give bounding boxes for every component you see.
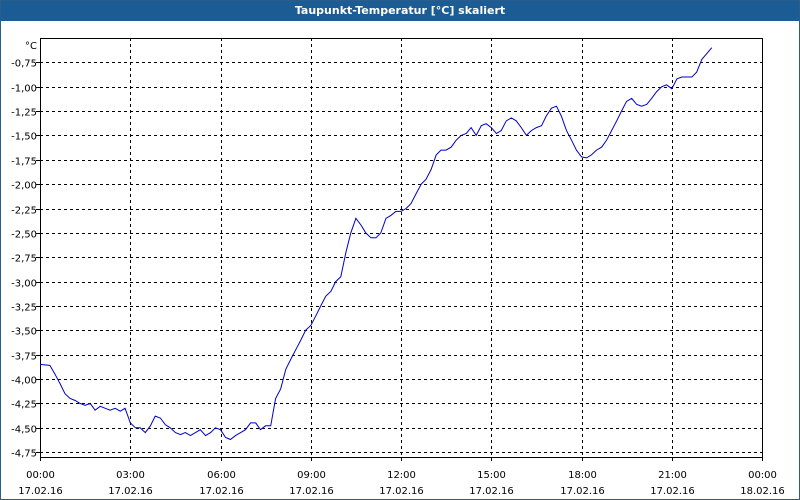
x-tick-time: 03:00	[116, 470, 145, 481]
y-tick-label: -0,75	[11, 59, 37, 70]
y-tick-label: -2,50	[11, 230, 37, 241]
x-tick-time: 12:00	[387, 470, 416, 481]
x-tick-time: 06:00	[207, 470, 236, 481]
x-tick-date: 17.02.16	[469, 486, 514, 497]
series-line	[39, 47, 713, 441]
y-tick-label: -4,25	[11, 400, 37, 411]
x-tick-date: 17.02.16	[289, 486, 334, 497]
x-tick-time: 15:00	[477, 470, 506, 481]
y-tick-label: -4,00	[11, 376, 37, 387]
y-tick-label: -2,00	[11, 181, 37, 192]
x-tick-time: 00:00	[748, 470, 777, 481]
x-tick-time: 00:00	[26, 470, 55, 481]
chart-title: Taupunkt-Temperatur [°C] skaliert	[1, 1, 799, 21]
x-tick-date: 17.02.16	[379, 486, 424, 497]
y-tick-label: -2,75	[11, 254, 37, 265]
x-tick-date: 17.02.16	[560, 486, 605, 497]
y-tick-label: -3,00	[11, 279, 37, 290]
y-tick-label: -4,50	[11, 425, 37, 436]
x-tick-time: 21:00	[658, 470, 687, 481]
y-tick-label: -2,25	[11, 206, 37, 217]
x-tick-date: 18.02.16	[740, 486, 785, 497]
y-tick-label: -1,50	[11, 132, 37, 143]
y-axis: -0,75 -1,00 -1,25 -1,50 -1,75 -2,00 -2,25 -2,50…	[11, 59, 40, 460]
grid	[40, 38, 762, 457]
x-tick-date: 17.02.16	[650, 486, 695, 497]
x-tick-time: 09:00	[297, 470, 326, 481]
y-tick-label: -4,75	[11, 449, 37, 460]
x-tick-date: 17.02.16	[199, 486, 244, 497]
y-tick-label: -3,50	[11, 327, 37, 338]
x-tick-date: 17.02.16	[108, 486, 153, 497]
x-tick-time: 18:00	[568, 470, 597, 481]
y-unit-label: °C	[25, 41, 37, 52]
y-tick-label: -3,25	[11, 303, 37, 314]
y-tick-label: -1,00	[11, 84, 37, 95]
y-tick-label: -1,75	[11, 157, 37, 168]
y-tick-label: -1,25	[11, 108, 37, 119]
x-axis: 00:00 17.02.16 03:00 17.02.16 06:00 17.02.16 0…	[18, 457, 785, 497]
x-tick-date: 17.02.16	[18, 486, 63, 497]
y-tick-label: -3,75	[11, 352, 37, 363]
